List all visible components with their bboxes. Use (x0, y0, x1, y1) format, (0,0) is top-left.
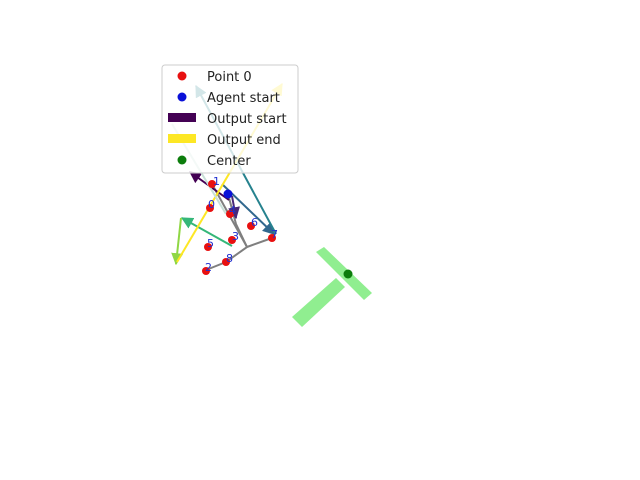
legend-output-start-label: Output start (207, 112, 287, 127)
point-labels: 0 1 2 3 4 5 6 7 8 (205, 175, 278, 274)
point-5 (204, 243, 212, 251)
point-label-6: 6 (251, 216, 258, 229)
arrow-5 (171, 217, 184, 266)
point-0 (206, 204, 214, 212)
arrow-4 (180, 217, 233, 247)
point-label-7: 7 (271, 228, 278, 241)
legend-box (161, 64, 299, 174)
point-label-1: 1 (213, 175, 220, 188)
agent-start-marker (223, 189, 233, 199)
legend-output-end-icon (168, 134, 196, 143)
point-2 (202, 267, 210, 275)
point-3 (228, 236, 236, 244)
point-7 (268, 234, 276, 242)
legend: Point 0 Agent start Output start Output … (161, 64, 299, 174)
point-label-4: 4 (229, 204, 236, 217)
legend-point0-icon (177, 71, 187, 81)
legend-agent-start-label: Agent start (207, 91, 280, 106)
legend-output-start-icon (168, 113, 196, 122)
point-6 (247, 222, 255, 230)
point-label-0: 0 (208, 198, 215, 211)
point-label-5: 5 (207, 237, 214, 250)
arrow-1 (228, 195, 240, 220)
points (202, 180, 276, 275)
legend-point0-label: Point 0 (207, 70, 252, 85)
point-4 (226, 210, 234, 218)
legend-agent-start-icon (177, 92, 187, 102)
legend-output-end-label: Output end (207, 133, 281, 148)
point-label-2: 2 (205, 261, 212, 274)
point-label-8: 8 (226, 252, 233, 265)
center-marker (343, 269, 353, 279)
legend-center-icon (177, 155, 187, 165)
point-label-3: 3 (232, 230, 239, 243)
legend-center-label: Center (207, 154, 251, 169)
t-shape (292, 247, 372, 327)
point-8 (222, 258, 230, 266)
point-1 (208, 180, 216, 188)
